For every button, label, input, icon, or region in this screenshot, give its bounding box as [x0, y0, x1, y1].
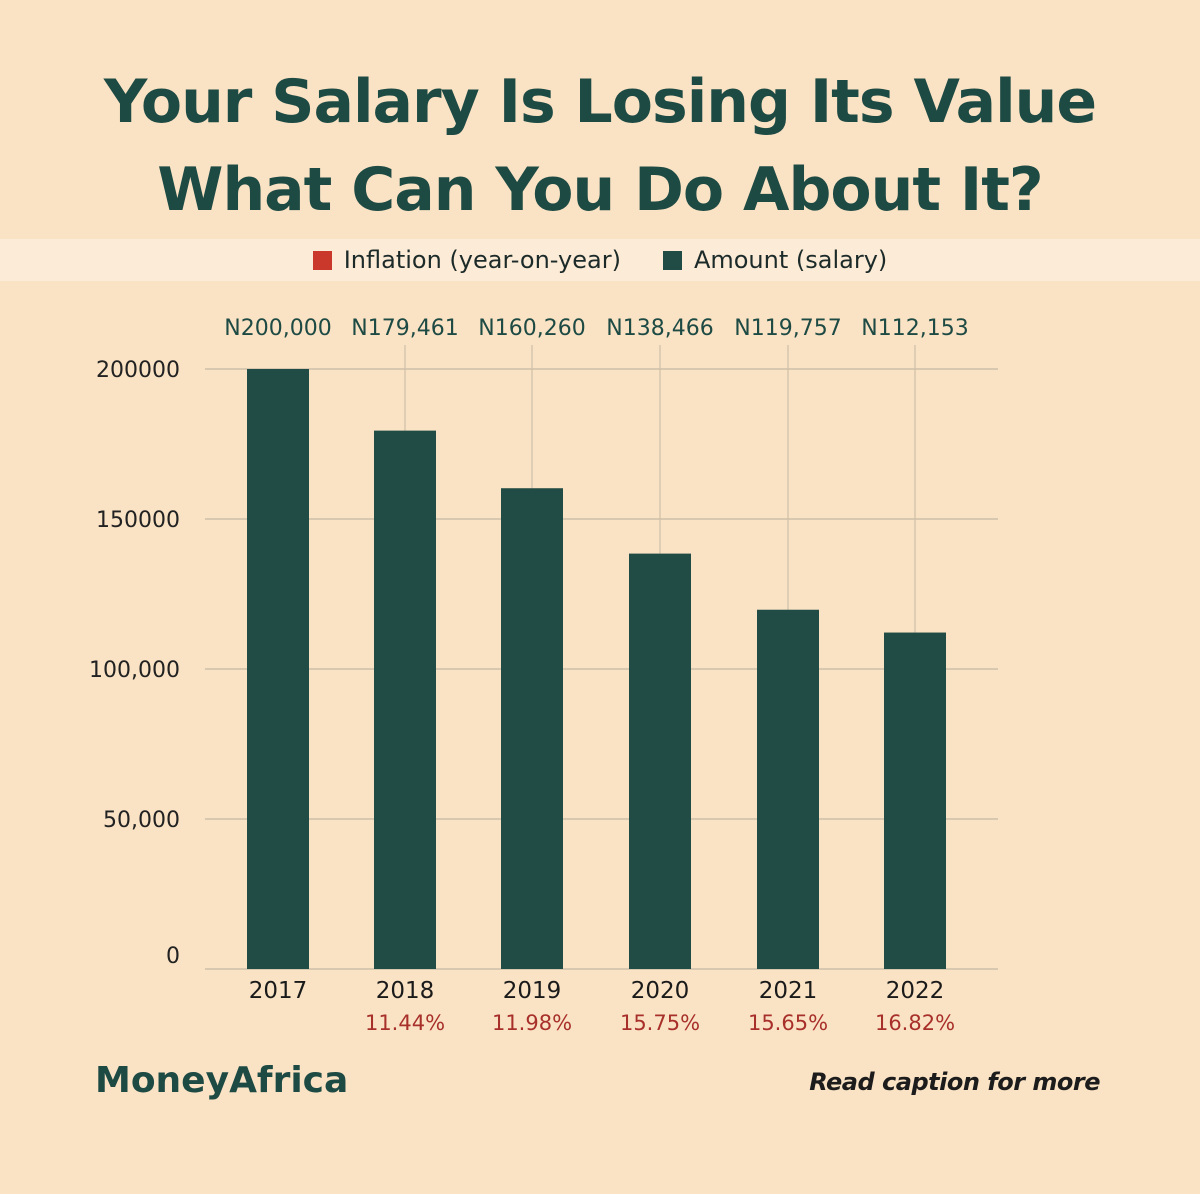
inflation-label: 15.65%: [748, 1011, 828, 1035]
y-tick-label: 50,000: [103, 808, 180, 833]
inflation-label: 11.44%: [365, 1011, 445, 1035]
bar-value-label: N112,153: [861, 316, 968, 341]
title-line-2: What Can You Do About It?: [157, 155, 1043, 225]
legend-item-amount: Amount (salary): [662, 246, 888, 274]
legend: Inflation (year-on-year) Amount (salary): [0, 239, 1200, 281]
salary-bar: [374, 430, 436, 969]
legend-label-amount: Amount (salary): [693, 246, 888, 274]
legend-item-inflation: Inflation (year-on-year): [312, 246, 621, 274]
title-line-1: Your Salary Is Losing Its Value: [103, 67, 1097, 137]
x-tick-label: 2019: [503, 978, 562, 1004]
x-tick-label: 2021: [759, 978, 818, 1004]
legend-band: Inflation (year-on-year) Amount (salary): [0, 239, 1200, 281]
salary-bar: [884, 632, 946, 969]
read-caption-text: Read caption for more: [809, 1068, 1100, 1096]
inflation-label: 15.75%: [620, 1011, 700, 1035]
legend-label-inflation: Inflation (year-on-year): [343, 246, 621, 274]
inflation-label: 16.82%: [875, 1011, 955, 1035]
bar-value-label: N200,000: [224, 316, 331, 341]
x-tick-label: 2018: [376, 978, 435, 1004]
x-tick-label: 2020: [631, 978, 690, 1004]
salary-bar: [247, 369, 309, 969]
bar-value-label: N160,260: [478, 316, 585, 341]
y-tick-label: 100,000: [89, 658, 180, 683]
inflation-label: 11.98%: [492, 1011, 572, 1035]
y-tick-label: 150000: [96, 508, 180, 533]
bar-value-label: N138,466: [606, 316, 713, 341]
brand-logo-text: MoneyAfrica: [95, 1060, 349, 1101]
y-tick-label: 0: [166, 944, 180, 969]
bar-value-label: N179,461: [351, 316, 458, 341]
salary-bar: [757, 609, 819, 969]
salary-bar: [501, 488, 563, 969]
legend-swatch-inflation: [312, 250, 332, 270]
legend-swatch-amount: [662, 250, 682, 270]
x-tick-label: 2022: [886, 978, 945, 1004]
chart-title: Your Salary Is Losing Its Value What Can…: [0, 58, 1200, 234]
salary-bar: [629, 553, 691, 969]
x-tick-label: 2017: [249, 978, 308, 1004]
y-tick-label: 200000: [96, 358, 180, 383]
bar-value-label: N119,757: [734, 316, 841, 341]
